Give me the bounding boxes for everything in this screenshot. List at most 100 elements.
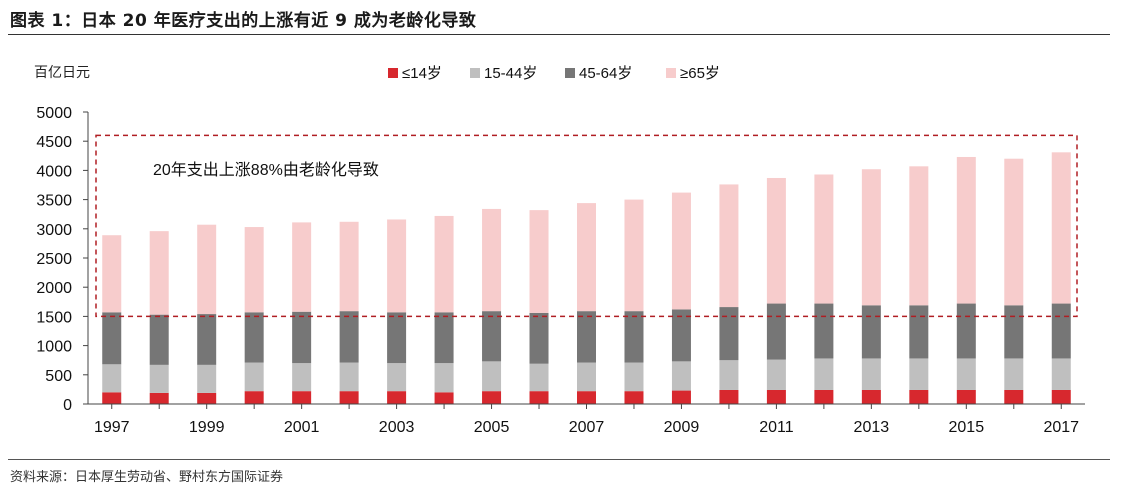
x-tick-label: 2015 — [949, 419, 985, 436]
bar-segment-1-2017 — [1051, 389, 1071, 404]
bar-segment-3-2009 — [671, 309, 691, 362]
bar-segment-2-2008 — [624, 362, 644, 392]
bar-segment-1-2011 — [766, 389, 786, 404]
bar-segment-4-2004 — [434, 215, 454, 313]
y-tick-label: 1000 — [36, 339, 72, 356]
bar-segment-4-1998 — [149, 231, 169, 315]
bar-segment-3-1998 — [149, 314, 169, 365]
bar-segment-4-2014 — [909, 166, 929, 306]
bar-segment-2-2011 — [766, 359, 786, 390]
y-tick-label: 5000 — [36, 105, 72, 122]
y-tick-label: 2500 — [36, 251, 72, 268]
y-tick-label: 4000 — [36, 163, 72, 180]
figure-title: 图表 1：日本 20 年医疗支出的上涨有近 9 成为老龄化导致 — [10, 11, 477, 31]
bar-segment-3-2008 — [624, 311, 644, 363]
y-tick-label: 1500 — [36, 309, 72, 326]
bar-segment-4-2000 — [244, 227, 264, 313]
bar-segment-1-2000 — [244, 391, 264, 404]
bar-segment-3-2001 — [292, 311, 312, 364]
y-tick-label: 3000 — [36, 222, 72, 239]
bar-segment-2-2006 — [529, 363, 549, 392]
bar-segment-1-2010 — [719, 389, 739, 404]
y-unit-label: 百亿日元 — [34, 64, 90, 80]
x-tick-label: 2011 — [759, 419, 794, 436]
bar-segment-4-2012 — [814, 174, 834, 304]
bar-segment-3-2011 — [766, 303, 786, 360]
bar-segment-2-2003 — [387, 363, 407, 392]
bar-segment-2-2000 — [244, 362, 264, 392]
y-tick-label: 0 — [63, 397, 72, 414]
bar-segment-1-2014 — [909, 389, 929, 404]
chart-legend: ≤14岁 15-44岁 45-64岁 ≥65岁 — [388, 65, 720, 82]
bar-segment-2-2016 — [1004, 358, 1024, 390]
bar-segment-4-2013 — [861, 169, 881, 306]
legend-swatch — [388, 68, 398, 78]
bar-segment-2-2015 — [956, 358, 976, 390]
bar-segment-3-2012 — [814, 303, 834, 359]
bar-segment-1-2008 — [624, 391, 644, 404]
bar-segment-3-2015 — [956, 303, 976, 359]
x-tick-label: 2017 — [1043, 419, 1079, 436]
bar-segment-3-1997 — [102, 312, 122, 365]
bar-segment-4-2011 — [766, 177, 786, 304]
bar-segment-4-2002 — [339, 221, 359, 312]
annotation: 20年支出上涨88%由老龄化导致 — [95, 134, 1078, 318]
bar-segment-4-2006 — [529, 210, 549, 313]
bar-segment-3-2010 — [719, 307, 739, 361]
bar-segment-2-1998 — [149, 364, 169, 393]
x-tick-label: 1997 — [94, 419, 130, 436]
legend-label: 45-64岁 — [579, 65, 632, 82]
bar-segment-2-1999 — [197, 364, 217, 393]
bar-segment-1-2013 — [861, 389, 881, 404]
bar-segment-4-1999 — [197, 224, 217, 315]
bar-segment-1-2016 — [1004, 389, 1024, 404]
x-tick-label: 2013 — [854, 419, 890, 436]
title-divider — [8, 34, 1110, 35]
source-note: 资料来源：日本厚生劳动省、野村东方国际证券 — [10, 470, 284, 485]
y-tick-label: 2000 — [36, 280, 72, 297]
x-tick-label: 2003 — [379, 419, 415, 436]
bar-segment-1-2004 — [434, 392, 454, 404]
bar-segment-4-2005 — [482, 208, 502, 312]
bar-segment-2-2013 — [861, 358, 881, 390]
bar-segment-1-2015 — [956, 389, 976, 404]
bar-segment-4-2009 — [671, 192, 691, 310]
y-tick-label: 3500 — [36, 193, 72, 210]
bar-segment-2-2010 — [719, 360, 739, 390]
bar-segment-4-2007 — [577, 203, 596, 312]
bar-segment-3-2007 — [577, 311, 596, 363]
legend-label: 15-44岁 — [484, 65, 537, 82]
bar-segment-4-2001 — [292, 222, 312, 312]
legend-label: ≤14岁 — [402, 65, 442, 82]
bar-segment-2-1997 — [102, 364, 122, 393]
bar-segment-1-2012 — [814, 389, 834, 404]
bar-segment-2-2005 — [482, 361, 502, 392]
bar-segment-4-1997 — [102, 235, 122, 313]
legend-swatch — [565, 68, 575, 78]
bar-segment-1-2006 — [529, 391, 549, 404]
bar-segment-2-2007 — [577, 362, 596, 392]
legend-swatch — [470, 68, 480, 78]
bar-segment-2-2004 — [434, 363, 454, 393]
y-tick-label: 4500 — [36, 134, 72, 151]
bar-segment-4-2008 — [624, 199, 644, 312]
bar-series-group — [102, 152, 1071, 404]
bar-segment-3-2017 — [1051, 303, 1071, 359]
bar-segment-2-2001 — [292, 363, 312, 392]
x-tick-label: 2009 — [664, 419, 700, 436]
bar-segment-3-2000 — [244, 312, 264, 363]
bar-segment-2-2014 — [909, 358, 929, 390]
bar-segment-3-2002 — [339, 311, 359, 363]
bar-segment-3-2006 — [529, 312, 549, 364]
bar-segment-1-1998 — [149, 392, 169, 404]
annotation-box — [95, 134, 1078, 318]
bar-segment-1-2005 — [482, 391, 502, 404]
bar-segment-4-2003 — [387, 219, 407, 313]
bar-segment-4-2017 — [1051, 152, 1071, 304]
bar-segment-2-2012 — [814, 358, 834, 390]
x-tick-label: 1999 — [189, 419, 225, 436]
bar-segment-1-1997 — [102, 392, 122, 404]
bar-segment-3-2014 — [909, 305, 929, 359]
x-tick-label: 2005 — [474, 419, 510, 436]
bar-segment-4-2010 — [719, 184, 739, 308]
